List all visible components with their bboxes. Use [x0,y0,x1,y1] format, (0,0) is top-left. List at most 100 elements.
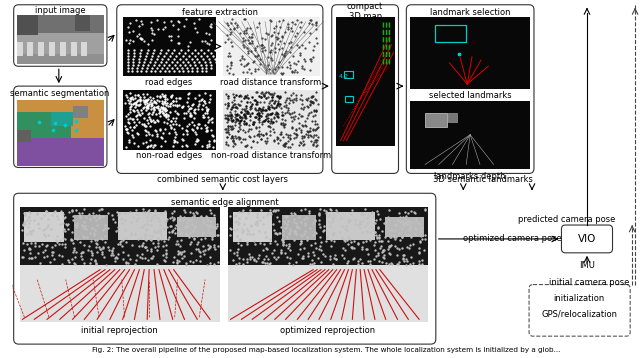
Point [47,212,58,218]
Point [230,213,240,218]
Point [147,255,157,261]
Point [268,250,278,256]
Point [265,207,275,213]
FancyBboxPatch shape [13,5,107,66]
Point [262,115,272,121]
Point [157,101,168,107]
Point [285,144,295,150]
Point [223,103,234,108]
Point [263,94,273,100]
Point [289,96,299,101]
Point [372,212,383,217]
Point [49,209,59,215]
Point [232,24,242,30]
Point [177,249,187,255]
Point [155,222,165,228]
Point [122,130,132,135]
Point [300,214,310,220]
Point [183,103,193,109]
Point [316,239,326,245]
Point [78,224,88,229]
Point [350,217,360,222]
Point [208,133,218,139]
Point [227,115,237,121]
Point [358,212,368,217]
Point [170,230,180,236]
Point [233,101,243,107]
Point [296,207,306,213]
Point [110,258,120,264]
Point [234,128,244,134]
Point [140,101,150,107]
Point [244,256,255,262]
Point [202,40,212,46]
Point [312,101,323,107]
Point [129,50,139,56]
Point [300,118,310,124]
Point [166,37,176,43]
Point [270,111,280,117]
Point [126,231,136,236]
Point [156,210,166,216]
Point [374,258,384,264]
Point [40,212,50,217]
Point [257,259,268,265]
Point [252,214,262,220]
Point [134,57,144,62]
Point [161,114,171,120]
Point [287,97,297,103]
Point [199,98,209,104]
Point [74,239,84,245]
Point [303,129,314,135]
Point [229,94,239,100]
Point [197,143,207,149]
Point [178,59,188,65]
Point [236,118,246,124]
Point [266,211,276,217]
Point [284,132,294,138]
Bar [17,130,31,142]
Point [189,25,200,30]
Point [300,122,310,128]
Point [255,107,265,112]
Point [203,48,213,53]
Point [113,251,123,256]
Point [122,24,132,30]
Point [173,50,184,56]
Point [317,228,328,234]
Point [379,255,389,261]
Point [365,258,375,264]
Point [170,48,180,53]
Point [296,232,306,238]
Point [306,18,316,23]
Point [235,135,245,141]
Point [97,250,107,255]
Point [34,119,44,125]
Point [164,68,174,74]
Point [257,89,268,95]
Point [290,21,300,27]
Point [177,53,188,59]
Bar [20,207,220,322]
Point [303,253,313,258]
Text: input image: input image [35,6,85,15]
Point [198,115,209,120]
Point [159,62,169,68]
Point [314,212,324,218]
Point [309,252,319,258]
Point [280,141,291,147]
Point [209,212,219,218]
Point [260,138,270,144]
Point [195,258,205,264]
Point [238,39,248,44]
Point [205,260,215,266]
Point [90,237,100,242]
Point [93,212,104,218]
Point [244,34,254,40]
Point [262,111,273,116]
Point [269,137,279,143]
Point [241,27,251,33]
Text: semantic edge alignment: semantic edge alignment [171,198,278,207]
Point [176,230,186,236]
Point [397,256,408,262]
